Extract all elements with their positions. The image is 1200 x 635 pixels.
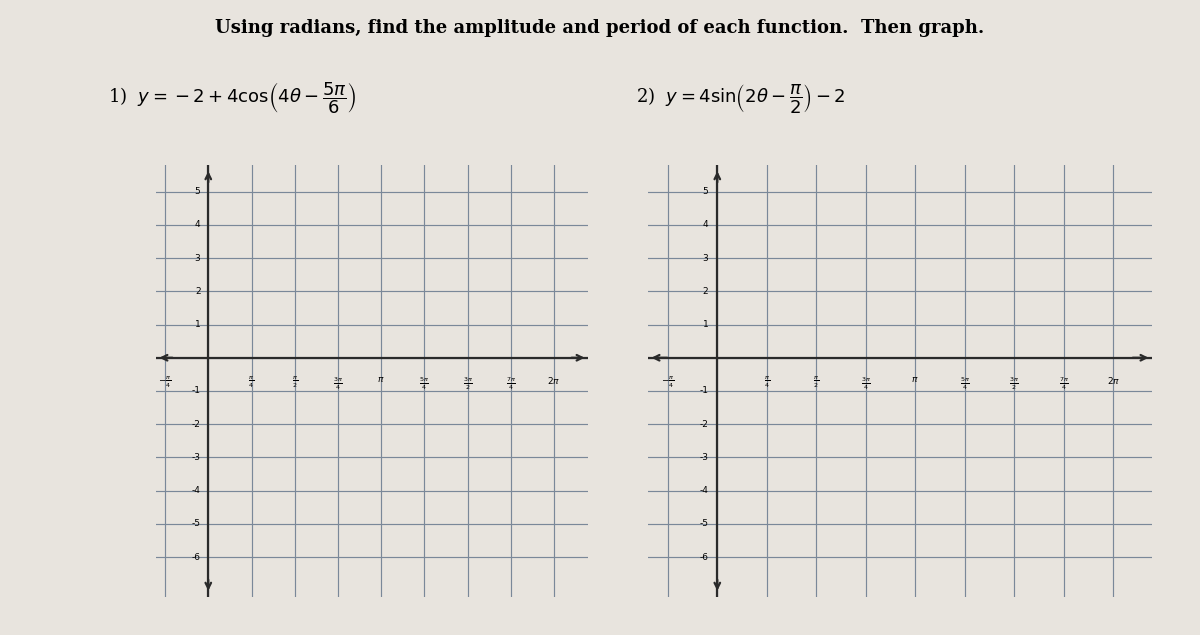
Text: $2\pi$: $2\pi$	[1106, 375, 1120, 386]
Text: -6: -6	[192, 552, 200, 561]
Text: 1)  $y=-2+4\cos\!\left(4\theta-\dfrac{5\pi}{6}\right)$: 1) $y=-2+4\cos\!\left(4\theta-\dfrac{5\p…	[108, 81, 356, 116]
Text: 5: 5	[702, 187, 708, 196]
Text: $\frac{\pi}{2}$: $\frac{\pi}{2}$	[814, 375, 820, 391]
Text: $\pi$: $\pi$	[912, 375, 919, 384]
Text: $\frac{7\pi}{4}$: $\frac{7\pi}{4}$	[1058, 375, 1069, 392]
Text: 2: 2	[703, 287, 708, 296]
Text: $-\frac{\pi}{4}$: $-\frac{\pi}{4}$	[661, 375, 674, 391]
Text: 3: 3	[194, 253, 200, 263]
Text: -4: -4	[700, 486, 708, 495]
Text: $\frac{7\pi}{4}$: $\frac{7\pi}{4}$	[506, 375, 516, 392]
Text: 1: 1	[194, 320, 200, 329]
Text: -6: -6	[700, 552, 708, 561]
Text: -1: -1	[192, 387, 200, 396]
Text: $\frac{3\pi}{4}$: $\frac{3\pi}{4}$	[332, 375, 343, 392]
Text: 1: 1	[702, 320, 708, 329]
Text: $-\frac{\pi}{4}$: $-\frac{\pi}{4}$	[158, 375, 172, 391]
Text: -4: -4	[192, 486, 200, 495]
Text: -5: -5	[192, 519, 200, 528]
Text: -3: -3	[700, 453, 708, 462]
Text: $\pi$: $\pi$	[378, 375, 385, 384]
Text: $\frac{3\pi}{4}$: $\frac{3\pi}{4}$	[860, 375, 871, 392]
Text: -1: -1	[700, 387, 708, 396]
Text: 3: 3	[702, 253, 708, 263]
Text: 2: 2	[194, 287, 200, 296]
Text: -5: -5	[700, 519, 708, 528]
Text: $2\pi$: $2\pi$	[547, 375, 560, 386]
Text: 2)  $y=4\sin\!\left(2\theta-\dfrac{\pi}{2}\right)-2$: 2) $y=4\sin\!\left(2\theta-\dfrac{\pi}{2…	[636, 82, 846, 115]
Text: $\frac{5\pi}{4}$: $\frac{5\pi}{4}$	[420, 375, 430, 392]
Text: -3: -3	[192, 453, 200, 462]
Text: $\frac{\pi}{4}$: $\frac{\pi}{4}$	[763, 375, 769, 391]
Text: $\frac{\pi}{4}$: $\frac{\pi}{4}$	[248, 375, 254, 391]
Text: -2: -2	[192, 420, 200, 429]
Text: 4: 4	[194, 220, 200, 229]
Text: $\frac{5\pi}{4}$: $\frac{5\pi}{4}$	[960, 375, 970, 392]
Text: $\frac{\pi}{2}$: $\frac{\pi}{2}$	[292, 375, 298, 391]
Text: 5: 5	[194, 187, 200, 196]
Text: $\frac{3\pi}{2}$: $\frac{3\pi}{2}$	[463, 375, 473, 392]
Text: $\frac{3\pi}{2}$: $\frac{3\pi}{2}$	[1009, 375, 1019, 392]
Text: -2: -2	[700, 420, 708, 429]
Text: 4: 4	[703, 220, 708, 229]
Text: Using radians, find the amplitude and period of each function.  Then graph.: Using radians, find the amplitude and pe…	[215, 19, 985, 37]
